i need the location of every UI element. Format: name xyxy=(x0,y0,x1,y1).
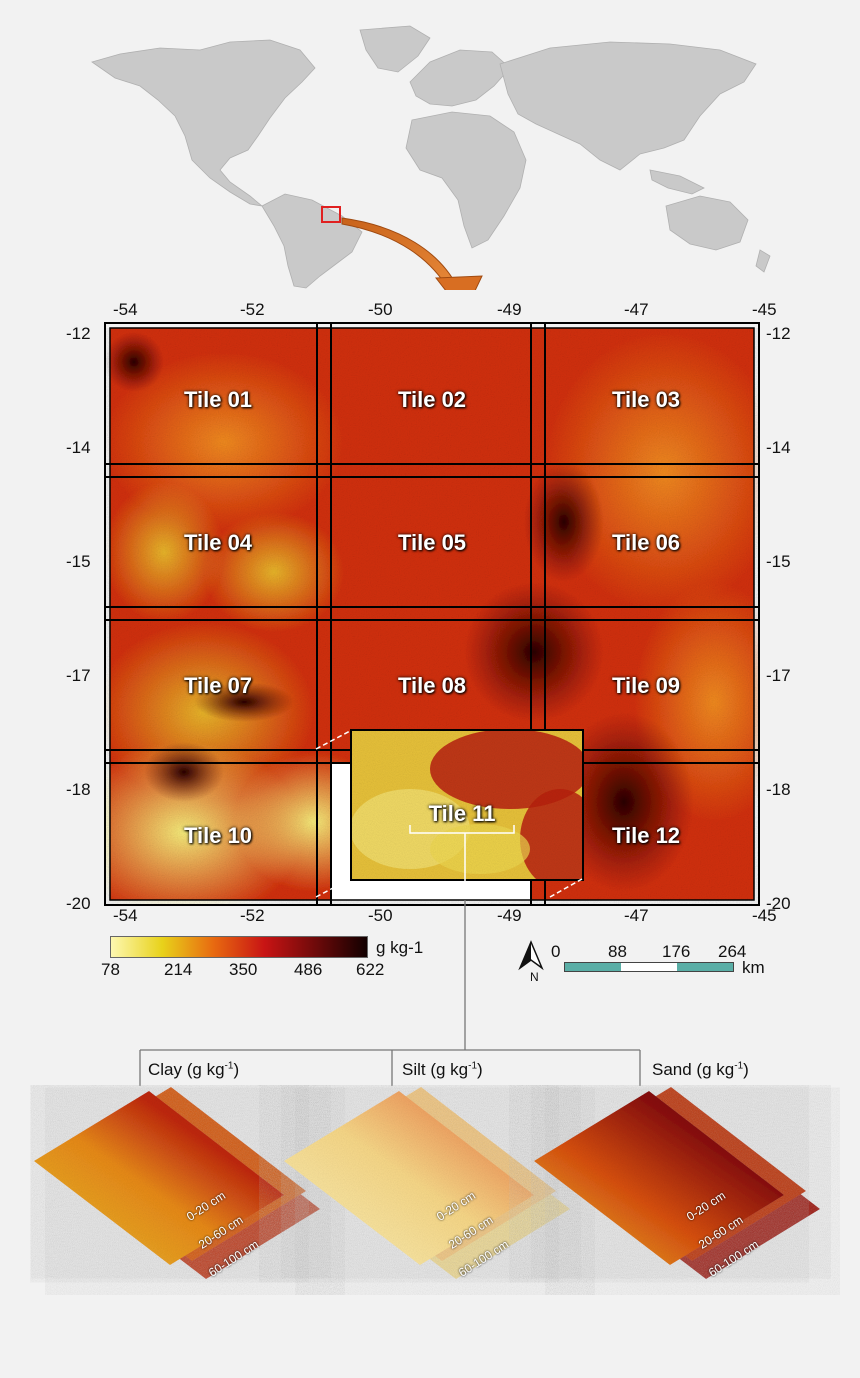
scale-value: 264 xyxy=(718,942,747,961)
scale-value: 176 xyxy=(662,942,691,961)
grid-band-vertical xyxy=(530,322,546,906)
legend-color-ramp xyxy=(110,936,368,958)
legend-value: 214 xyxy=(164,960,193,979)
bottom-tick: -45 xyxy=(752,906,777,925)
south-america-shape xyxy=(261,193,363,289)
tile-11-inset xyxy=(350,729,584,881)
left-tick: -12 xyxy=(66,324,91,343)
greenland-shape xyxy=(359,25,431,73)
top-tick: -47 xyxy=(624,300,649,319)
left-tick: -20 xyxy=(66,894,91,913)
clay-stack xyxy=(34,1087,320,1279)
bottom-tick: -49 xyxy=(497,906,522,925)
tile-11-connector-lines xyxy=(315,730,583,899)
tile-label: Tile 11 xyxy=(428,801,496,826)
right-tick: -15 xyxy=(766,552,791,571)
legend-unit: g kg-1 xyxy=(376,938,424,957)
bottom-tick: -52 xyxy=(240,906,265,925)
right-tick: -14 xyxy=(766,438,791,457)
tile-label: Tile 04 xyxy=(183,530,253,555)
africa-shape xyxy=(405,111,527,249)
north-america-shape xyxy=(91,39,316,207)
tile-label: Tile 06 xyxy=(611,530,681,555)
tile-label: Tile 02 xyxy=(397,387,467,412)
right-tick: -20 xyxy=(766,894,791,913)
scale-value: 0 xyxy=(551,942,561,961)
tile-label: Tile 10 xyxy=(183,823,253,848)
silt-stack xyxy=(284,1087,570,1279)
bottom-tick: -50 xyxy=(368,906,393,925)
new-zealand-shape xyxy=(755,249,771,273)
scale-bar-segment xyxy=(565,963,621,971)
tile-label: Tile 05 xyxy=(397,530,467,555)
grid-band-horizontal xyxy=(104,463,760,478)
scale-unit: km xyxy=(742,958,765,977)
top-tick: -52 xyxy=(240,300,265,319)
north-label: N xyxy=(530,970,539,984)
legend-value: 622 xyxy=(356,960,385,979)
left-tick: -18 xyxy=(66,780,91,799)
layer-title-clay: Clay (g kg-1) xyxy=(148,1060,240,1079)
layer-connector-lines xyxy=(139,900,641,1086)
right-tick: -18 xyxy=(766,780,791,799)
layer-stacks xyxy=(34,1087,820,1279)
layer-title-silt: Silt (g kg-1) xyxy=(402,1060,483,1079)
world-map xyxy=(91,25,771,290)
tile-label: Tile 01 xyxy=(183,387,253,412)
se-asia-islands-shape xyxy=(649,169,705,195)
tile-label: Tile 07 xyxy=(183,673,253,698)
tile-label: Tile 09 xyxy=(611,673,681,698)
tile-label: Tile 03 xyxy=(611,387,681,412)
right-tick: -17 xyxy=(766,666,791,685)
scale-value: 88 xyxy=(608,942,627,961)
scale-bar xyxy=(564,962,734,972)
top-tick: -54 xyxy=(113,300,138,319)
left-tick: -17 xyxy=(66,666,91,685)
study-area-marker xyxy=(321,206,341,223)
top-tick: -45 xyxy=(752,300,777,319)
asia-shape xyxy=(499,41,757,171)
grid-band-vertical xyxy=(316,322,332,906)
scale-bar-segment xyxy=(621,963,677,971)
legend-value: 486 xyxy=(294,960,323,979)
left-tick: -14 xyxy=(66,438,91,457)
tile-label: Tile 12 xyxy=(611,823,681,848)
tile-label: Tile 08 xyxy=(397,673,467,698)
bottom-tick: -54 xyxy=(113,906,138,925)
europe-shape xyxy=(409,49,511,107)
north-arrow-icon xyxy=(518,940,544,971)
top-tick: -49 xyxy=(497,300,522,319)
top-tick: -50 xyxy=(368,300,393,319)
right-tick: -12 xyxy=(766,324,791,343)
scale-bar-segment xyxy=(677,963,733,971)
australia-shape xyxy=(665,195,749,251)
legend-value: 350 xyxy=(229,960,258,979)
sand-stack xyxy=(534,1087,820,1279)
left-tick: -15 xyxy=(66,552,91,571)
bottom-tick: -47 xyxy=(624,906,649,925)
legend-value: 78 xyxy=(101,960,120,979)
layer-title-sand: Sand (g kg-1) xyxy=(652,1060,749,1079)
grid-band-horizontal xyxy=(104,606,760,621)
